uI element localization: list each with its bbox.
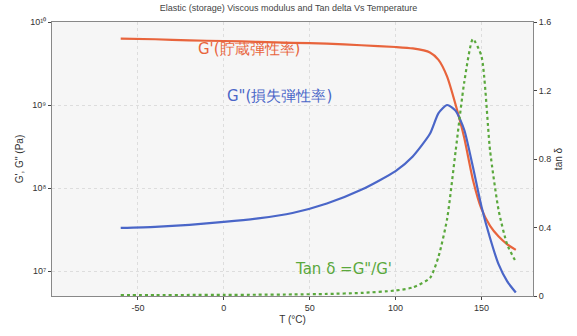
svg-text:150: 150 (474, 303, 489, 313)
svg-text:10⁷: 10⁷ (33, 266, 46, 276)
svg-text:Tan δ =G"/G': Tan δ =G"/G' (295, 260, 392, 278)
svg-text:G"(損失弾性率): G"(損失弾性率) (227, 87, 332, 105)
svg-text:G'(貯蔵弾性率): G'(貯蔵弾性率) (198, 40, 300, 58)
svg-text:G', G'' (Pa): G', G'' (Pa) (14, 135, 25, 184)
svg-text:1.6: 1.6 (539, 17, 552, 27)
svg-text:10⁸: 10⁸ (32, 183, 46, 193)
svg-text:0.4: 0.4 (539, 223, 552, 233)
svg-text:50: 50 (305, 303, 315, 313)
svg-text:10¹⁰: 10¹⁰ (30, 17, 46, 27)
svg-text:Elastic (storage) Viscous modu: Elastic (storage) Viscous modulus and Ta… (160, 3, 418, 13)
svg-text:1.2: 1.2 (539, 86, 552, 96)
svg-text:T (°C): T (°C) (279, 314, 306, 325)
svg-text:-50: -50 (131, 303, 144, 313)
svg-text:100: 100 (388, 303, 403, 313)
svg-text:0: 0 (539, 291, 544, 301)
svg-text:0: 0 (221, 303, 226, 313)
svg-text:0.8: 0.8 (539, 154, 552, 164)
svg-text:tan δ: tan δ (553, 147, 564, 170)
svg-text:10⁹: 10⁹ (32, 100, 46, 110)
